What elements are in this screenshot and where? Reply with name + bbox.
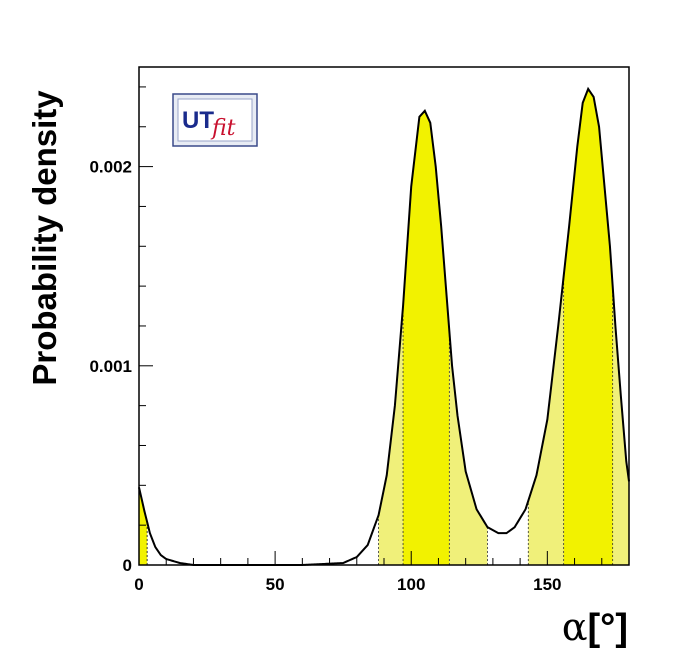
interval-68-area [563,88,613,565]
logo-text-sub: fit [210,116,236,141]
y-tick-label: 0.002 [89,158,132,177]
x-axis-symbol: α [562,605,588,649]
interval-68-area [403,111,450,566]
logo-text-main: UT [182,107,214,134]
x-axis-unit: [°] [587,607,628,649]
axis-ticks [138,86,630,566]
y-axis-label: Probability density [26,90,63,386]
utfit-logo: UT fit [172,93,258,147]
x-tick-label: 100 [397,575,425,594]
x-tick-label: 50 [266,575,285,594]
y-tick-label: 0.001 [89,357,132,376]
x-axis-label: α[°] [562,605,628,649]
interval-68-area [139,487,148,565]
x-tick-label: 0 [134,575,143,594]
y-tick-label: 0 [123,556,132,575]
x-tick-label: 150 [533,575,561,594]
density-areas [139,88,629,566]
tick-labels: 0 50 100 150 0 0.001 0.002 [89,158,561,594]
